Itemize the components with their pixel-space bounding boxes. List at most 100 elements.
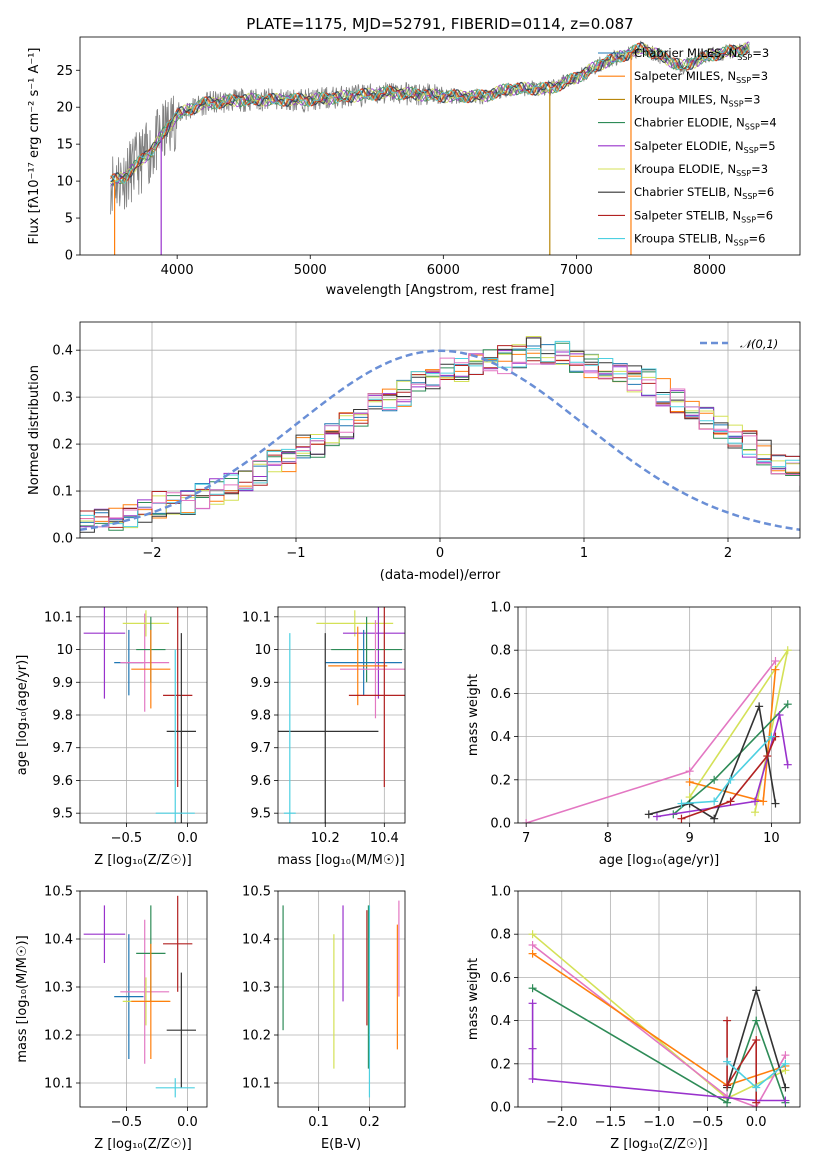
- spectrum-panel: 4000 5000 6000 7000 8000 0 5 10 15 20 25 wavelengt…: [27, 36, 801, 298]
- y-tick-label: 0.8: [490, 644, 511, 659]
- legend-label-subscript: SSP: [742, 192, 757, 201]
- y-tick-label: 10: [56, 643, 73, 658]
- figure-title: PLATE=1175, MJD=52791, FIBERID=0114, z=0…: [246, 15, 633, 33]
- model-spectrum-line: [110, 42, 750, 182]
- y-tick-label: 10.3: [44, 981, 73, 996]
- x-tick-label: −1: [286, 546, 305, 561]
- legend-label: Salpeter MILES, NSSP=3: [634, 69, 768, 85]
- y-tick-label: 10.1: [44, 610, 73, 625]
- mass-weight-line: [689, 669, 777, 803]
- y-tick-label: 20: [56, 101, 73, 116]
- y-tick-label: 9.8: [250, 709, 271, 724]
- residuals-ylabel: Normed distribution: [27, 365, 42, 495]
- mwZ-xlabel: Z [log₁₀(Z/Z☉)]: [610, 1137, 707, 1152]
- residual-histogram-panel: −2 −1 0 1 2 0.0 0.1 0.2 0.3 0.4 (data-model)/erro…: [27, 321, 801, 583]
- mass-vs-metallicity-panel: −0.5 0.0 10.1 10.2 10.3 10.4 10.5 Z [log₁₀(Z/Z…: [15, 885, 208, 1152]
- y-tick-label: 0.2: [52, 438, 73, 453]
- y-tick-label: 9.5: [250, 807, 271, 822]
- legend-label: Salpeter STELIB, NSSP=6: [634, 208, 773, 224]
- y-tick-label: 9.6: [250, 774, 271, 789]
- legend-label-suffix: =3: [744, 92, 761, 106]
- residual-histogram-series: [80, 352, 800, 522]
- legend-label-subscript: SSP: [745, 123, 760, 132]
- y-tick-label: 0.0: [490, 1101, 511, 1116]
- x-tick-label: 0.0: [177, 1115, 198, 1130]
- x-tick-label: −1.0: [643, 1115, 675, 1130]
- legend-label-subscript: SSP: [741, 215, 756, 224]
- ageMass-xlabel: mass [log₁₀(M/M☉)]: [277, 853, 404, 868]
- residual-histogram-series: [80, 336, 800, 528]
- x-tick-label: −2.0: [546, 1115, 578, 1130]
- x-tick-label: 9: [686, 831, 694, 846]
- y-tick-label: 1.0: [490, 885, 511, 900]
- x-tick-label: 1: [580, 546, 588, 561]
- model-spectrum-line: [110, 42, 750, 183]
- y-tick-label: 10.4: [242, 933, 271, 948]
- y-tick-label: 10.4: [44, 933, 73, 948]
- x-tick-label: 7000: [560, 263, 593, 278]
- x-tick-label: 8000: [693, 263, 726, 278]
- y-tick-label: 1.0: [490, 601, 511, 616]
- ageZ-xlabel: Z [log₁₀(Z/Z☉)]: [94, 853, 191, 868]
- legend-label: Chabrier STELIB, NSSP=6: [634, 185, 774, 201]
- model-spectrum-line: [110, 42, 750, 182]
- y-tick-label: 10.1: [44, 1077, 73, 1092]
- x-tick-label: −2: [142, 546, 161, 561]
- massZ-ylabel: mass [log₁₀(M/M☉)]: [15, 935, 30, 1062]
- y-tick-label: 0.1: [52, 485, 73, 500]
- y-tick-label: 5: [65, 212, 73, 227]
- y-tick-label: 0.2: [490, 1057, 511, 1072]
- legend-label-subscript: SSP: [734, 239, 749, 248]
- mass-weight-vs-metallicity-panel: −2.0 −1.5 −1.0 −0.5 0.0 0.0 0.2 0.4 0.6 0.8 1.0 Z …: [466, 885, 801, 1152]
- legend-label: Kroupa ELODIE, NSSP=3: [634, 162, 768, 178]
- massEBV-xlabel: E(B-V): [321, 1137, 361, 1152]
- y-tick-label: 25: [56, 64, 73, 79]
- legend-label-suffix: =3: [751, 69, 768, 83]
- x-tick-label: 0.1: [308, 1115, 329, 1130]
- x-tick-label: 10: [763, 831, 780, 846]
- y-tick-label: 0.4: [490, 730, 511, 745]
- y-tick-label: 0.4: [52, 344, 73, 359]
- y-tick-label: 10: [254, 643, 271, 658]
- x-tick-label: 0.0: [177, 831, 198, 846]
- massZ-xlabel: Z [log₁₀(Z/Z☉)]: [94, 1137, 191, 1152]
- legend-label: Salpeter ELODIE, NSSP=5: [634, 139, 776, 155]
- residual-histogram-series: [80, 336, 800, 529]
- legend-label-suffix: =6: [756, 208, 773, 222]
- legend-label-suffix: =4: [760, 116, 777, 130]
- mwAge-xlabel: age [log₁₀(age/yr)]: [599, 853, 720, 868]
- model-spectrum-line: [110, 44, 750, 185]
- x-tick-label: 8: [604, 831, 612, 846]
- spectrum-xlabel: wavelength [Angstrom, rest frame]: [326, 283, 555, 298]
- residuals-xlabel: (data-model)/error: [380, 568, 501, 583]
- x-tick-label: 7: [522, 831, 530, 846]
- y-tick-label: 9.7: [250, 741, 271, 756]
- legend-label: Chabrier ELODIE, NSSP=4: [634, 116, 777, 132]
- legend-label-subscript: SSP: [729, 99, 744, 108]
- normal-legend: 𝒩(0,1): [700, 337, 778, 351]
- legend-label: Chabrier MILES, NSSP=3: [634, 46, 769, 62]
- y-tick-label: 10.2: [242, 1029, 271, 1044]
- legend-label-suffix: =5: [759, 139, 776, 153]
- y-tick-label: 0.4: [490, 1014, 511, 1029]
- y-tick-label: 10.2: [44, 1029, 73, 1044]
- y-tick-label: 0.8: [490, 928, 511, 943]
- y-tick-label: 0.3: [52, 391, 73, 406]
- normal-distribution-curve: [80, 349, 800, 532]
- x-tick-label: 10.4: [370, 831, 399, 846]
- x-tick-label: −1.5: [595, 1115, 627, 1130]
- legend-label-subscript: SSP: [736, 169, 751, 178]
- legend-label: Kroupa MILES, NSSP=3: [634, 92, 760, 108]
- spectrum-legend: Chabrier MILES, NSSP=3 Salpeter MILES, NS…: [598, 46, 777, 248]
- x-tick-label: −0.5: [692, 1115, 724, 1130]
- legend-label-suffix: =6: [749, 232, 766, 246]
- residual-histogram-series: [80, 342, 800, 531]
- y-tick-label: 9.8: [52, 709, 73, 724]
- x-tick-label: 4000: [161, 263, 194, 278]
- legend-label: Kroupa STELIB, NSSP=6: [634, 232, 765, 248]
- y-tick-label: 0: [65, 249, 73, 264]
- mass-weight-line: [681, 736, 777, 820]
- x-tick-label: 5000: [294, 263, 327, 278]
- x-tick-label: 0.2: [359, 1115, 380, 1130]
- x-tick-label: 0: [436, 546, 444, 561]
